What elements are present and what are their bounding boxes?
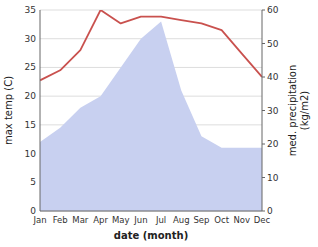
y2-tick-label: 50	[267, 39, 279, 49]
x-tick-label: Oct	[214, 215, 229, 225]
y-tick-label: 15	[25, 120, 36, 130]
y-tick-label: 20	[25, 91, 37, 101]
y2-tick	[262, 144, 265, 145]
plot-area	[40, 10, 262, 211]
y-tick-label: 30	[25, 34, 37, 44]
grid-line	[40, 211, 262, 212]
x-tick-label: Nov	[234, 215, 251, 225]
x-tick-label: Jan	[32, 215, 46, 225]
y-tick-label: 25	[25, 62, 36, 72]
x-tick-label: Jul	[155, 215, 166, 225]
y2-tick-label: 10	[267, 173, 279, 183]
y2-tick-label: 40	[267, 72, 279, 82]
x-tick-label: Apr	[93, 215, 108, 225]
y2-axis-label: med. precipitation(kg/m2)	[287, 65, 310, 157]
y2-tick	[262, 77, 265, 78]
y2-tick	[262, 10, 265, 11]
axes: 051015202530350102030405060JanFebMarAprM…	[25, 5, 279, 225]
y-tick-label: 35	[25, 5, 36, 15]
y-tick-label: 5	[30, 177, 36, 187]
x-tick-label: Sep	[193, 215, 209, 225]
temperature-area	[40, 21, 262, 211]
y-tick-label: 10	[25, 149, 37, 159]
x-tick-label: Feb	[53, 215, 68, 225]
y2-tick	[262, 211, 265, 212]
bottom-axis-line	[40, 211, 262, 212]
grid	[40, 10, 262, 211]
y2-tick-label: 20	[267, 139, 279, 149]
grid-line	[40, 10, 262, 11]
y2-tick	[262, 43, 265, 44]
left-axis-line	[40, 10, 41, 211]
x-tick-label: Dec	[254, 215, 271, 225]
precipitation-line	[40, 10, 262, 80]
y2-tick	[262, 110, 265, 111]
chart: 051015202530350102030405060JanFebMarAprM…	[0, 0, 318, 247]
x-tick-label: Aug	[173, 215, 190, 225]
y2-tick	[262, 177, 265, 178]
y-axis-label: max temp (C)	[3, 76, 14, 145]
y2-tick-label: 30	[267, 106, 279, 116]
x-tick-label: Mar	[72, 215, 89, 225]
x-axis-label: date (month)	[114, 230, 188, 241]
x-tick-label: May	[112, 215, 130, 225]
x-tick-label: Jun	[133, 215, 147, 225]
y2-tick-label: 60	[267, 5, 279, 15]
